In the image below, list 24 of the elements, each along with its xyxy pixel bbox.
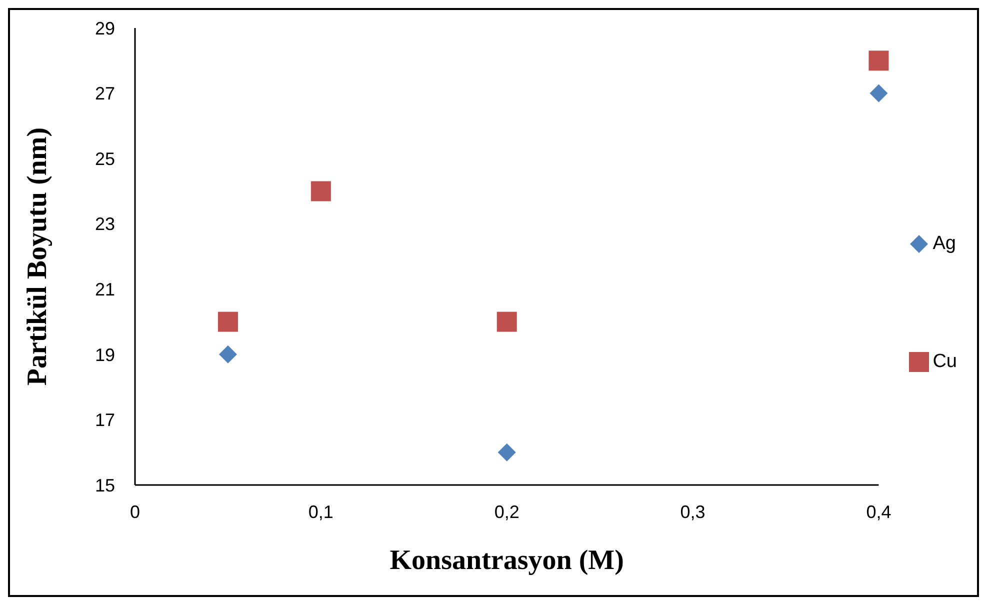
legend-label: Ag xyxy=(932,232,956,254)
x-tick-label: 0,3 xyxy=(680,502,706,522)
y-tick-label: 29 xyxy=(94,18,115,38)
legend-label: Cu xyxy=(932,350,957,372)
point xyxy=(218,312,238,332)
point xyxy=(496,312,517,332)
point xyxy=(498,443,516,462)
y-tick-label: 27 xyxy=(94,84,115,104)
point xyxy=(868,50,889,71)
x-tick-label: 0,4 xyxy=(866,502,892,522)
y-tick-label: 17 xyxy=(94,410,115,430)
point xyxy=(310,181,331,202)
y-tick-label: 19 xyxy=(94,344,115,365)
y-tick-label: 23 xyxy=(94,214,115,234)
y-tick-label: 25 xyxy=(94,148,115,169)
x-tick-label: 0,1 xyxy=(308,502,334,522)
point xyxy=(218,345,237,364)
x-tick-label: 0 xyxy=(130,502,140,522)
x-tick-label: 0,2 xyxy=(494,502,520,522)
y-tick-label: 21 xyxy=(94,280,115,300)
y-axis-title: Partikül Boyutu (nm) xyxy=(22,127,53,386)
y-tick-label: 15 xyxy=(94,475,115,496)
point xyxy=(870,84,888,102)
x-axis-title: Konsantrasyon (M) xyxy=(390,545,624,576)
